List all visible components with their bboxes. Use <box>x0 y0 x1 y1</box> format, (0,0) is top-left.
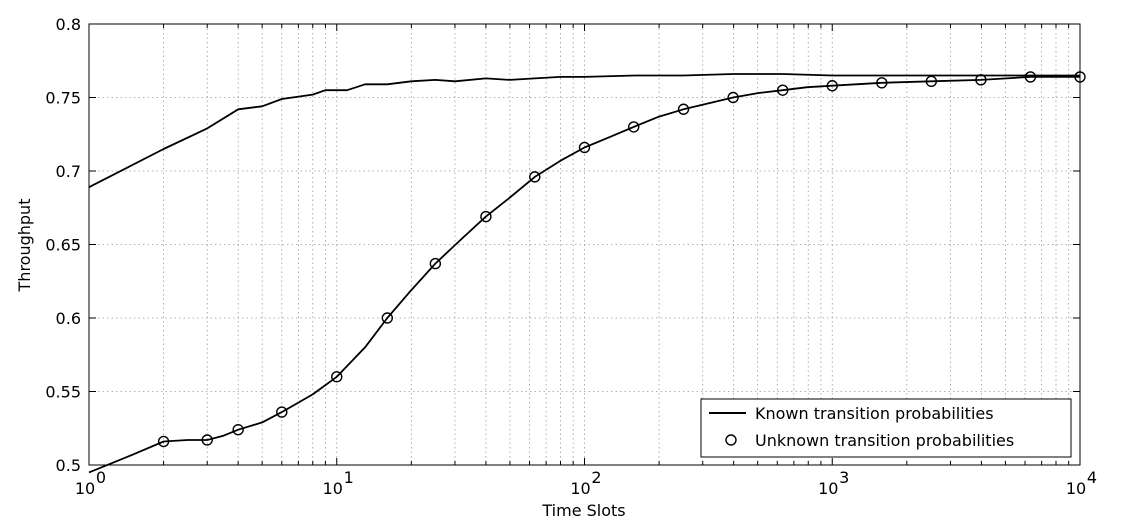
data-point-unknown <box>975 74 987 86</box>
y-tick-labels: 0.5 0.55 0.6 0.65 0.7 0.75 0.8 <box>45 15 81 475</box>
x-tick-label-exponent: 3 <box>839 468 849 487</box>
legend-box <box>700 398 1072 458</box>
y-tick-label: 0.6 <box>56 309 81 328</box>
x-tick-label-exponent: 4 <box>1087 468 1097 487</box>
series-line-unknown <box>88 76 1080 474</box>
data-point-unknown <box>677 103 690 115</box>
y-tick-label: 0.55 <box>45 383 81 402</box>
x-tick-label: 10 <box>570 479 590 498</box>
data-point-unknown <box>578 141 591 154</box>
y-tick-label: 0.8 <box>56 15 81 34</box>
data-point-unknown <box>331 371 343 383</box>
x-tick-label: 10 <box>1066 479 1086 498</box>
axis-ticks <box>89 24 1080 465</box>
legend: Known transition probabilities Unknown t… <box>700 398 1072 458</box>
data-point-unknown <box>876 77 888 89</box>
y-tick-label: 0.75 <box>45 89 81 108</box>
x-tick-label: 10 <box>323 479 343 498</box>
legend-label-known: Known transition probabilities <box>755 404 994 423</box>
y-tick-label: 0.7 <box>56 162 81 181</box>
data-point-unknown <box>1024 71 1037 83</box>
x-tick-label: 10 <box>75 479 95 498</box>
data-point-unknown <box>727 91 739 104</box>
data-point-unknown <box>381 312 394 324</box>
x-tick-label-exponent: 2 <box>591 468 601 487</box>
data-point-unknown <box>826 80 838 92</box>
data-point-unknown <box>480 210 492 223</box>
legend-marker-unknown <box>725 434 737 446</box>
data-point-unknown <box>628 121 640 133</box>
data-point-unknown <box>429 257 442 270</box>
x-tick-label-exponent: 0 <box>96 468 106 487</box>
data-point-unknown <box>529 171 541 183</box>
data-point-unknown <box>232 424 244 436</box>
y-axis-label: Throughput <box>15 199 34 293</box>
data-point-unknown <box>157 435 170 448</box>
x-axis-label: Time Slots <box>541 501 625 520</box>
data-point-unknown <box>276 406 288 418</box>
y-tick-label: 0.65 <box>45 236 81 255</box>
x-tick-label-exponent: 1 <box>344 468 354 487</box>
legend-label-unknown: Unknown transition probabilities <box>755 431 1014 450</box>
data-point-unknown <box>201 434 213 446</box>
data-point-unknown <box>925 75 938 88</box>
x-tick-label: 10 <box>818 479 838 498</box>
series-line-known <box>88 73 1080 189</box>
y-tick-label: 0.5 <box>56 456 81 475</box>
data-point-unknown <box>777 84 789 96</box>
grid-lines <box>89 24 1080 465</box>
series-group <box>88 71 1086 474</box>
